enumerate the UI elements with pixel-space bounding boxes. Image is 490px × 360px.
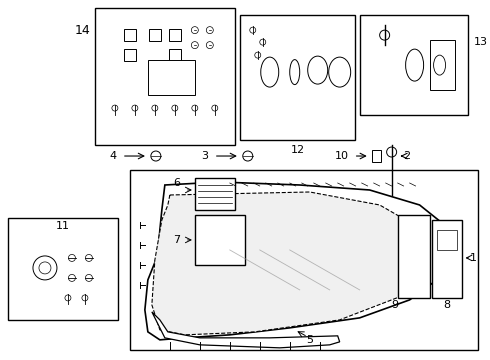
Ellipse shape <box>434 55 445 75</box>
Polygon shape <box>130 170 478 350</box>
Polygon shape <box>195 215 245 265</box>
Circle shape <box>172 105 178 111</box>
Text: 12: 12 <box>291 145 305 155</box>
Polygon shape <box>371 150 381 162</box>
Ellipse shape <box>308 56 328 84</box>
Ellipse shape <box>406 49 424 81</box>
Polygon shape <box>8 218 118 320</box>
Circle shape <box>112 105 118 111</box>
Polygon shape <box>360 15 467 115</box>
Circle shape <box>85 274 93 282</box>
Circle shape <box>69 274 75 282</box>
PathPatch shape <box>152 312 340 348</box>
Circle shape <box>152 105 158 111</box>
PathPatch shape <box>152 192 430 335</box>
Ellipse shape <box>261 57 279 87</box>
Text: 6: 6 <box>173 178 180 188</box>
Circle shape <box>255 52 261 58</box>
Ellipse shape <box>329 57 351 87</box>
Text: 3: 3 <box>201 151 208 161</box>
Polygon shape <box>124 29 136 41</box>
Text: 2: 2 <box>403 151 410 161</box>
Circle shape <box>132 105 138 111</box>
Circle shape <box>192 105 198 111</box>
Circle shape <box>206 27 213 33</box>
Circle shape <box>65 295 71 301</box>
Text: 8: 8 <box>443 300 450 310</box>
Polygon shape <box>148 60 195 95</box>
Polygon shape <box>437 230 457 250</box>
Circle shape <box>82 295 88 301</box>
Polygon shape <box>240 15 355 140</box>
Circle shape <box>243 151 253 161</box>
Polygon shape <box>432 220 462 298</box>
Circle shape <box>69 255 75 261</box>
Circle shape <box>206 42 213 49</box>
Text: 4: 4 <box>109 151 117 161</box>
Polygon shape <box>195 178 235 210</box>
Polygon shape <box>430 40 455 90</box>
Polygon shape <box>169 49 181 61</box>
Ellipse shape <box>290 60 300 85</box>
Circle shape <box>33 256 57 280</box>
PathPatch shape <box>145 182 450 340</box>
Text: 14: 14 <box>75 24 91 37</box>
Text: 13: 13 <box>473 37 488 47</box>
Polygon shape <box>95 8 235 145</box>
Circle shape <box>85 255 93 261</box>
Text: 9: 9 <box>391 300 398 310</box>
Text: 7: 7 <box>172 235 180 245</box>
Circle shape <box>212 105 218 111</box>
Text: 10: 10 <box>335 151 349 161</box>
Circle shape <box>260 39 266 45</box>
Text: 1: 1 <box>470 253 477 263</box>
Circle shape <box>151 151 161 161</box>
Polygon shape <box>397 215 430 298</box>
Circle shape <box>191 27 198 33</box>
Circle shape <box>191 42 198 49</box>
Circle shape <box>380 30 390 40</box>
Polygon shape <box>149 29 161 41</box>
Circle shape <box>387 147 396 157</box>
Circle shape <box>39 262 51 274</box>
Polygon shape <box>169 29 181 41</box>
Polygon shape <box>124 49 136 61</box>
Circle shape <box>250 27 256 33</box>
Text: 5: 5 <box>306 335 313 345</box>
Text: 11: 11 <box>56 221 70 231</box>
